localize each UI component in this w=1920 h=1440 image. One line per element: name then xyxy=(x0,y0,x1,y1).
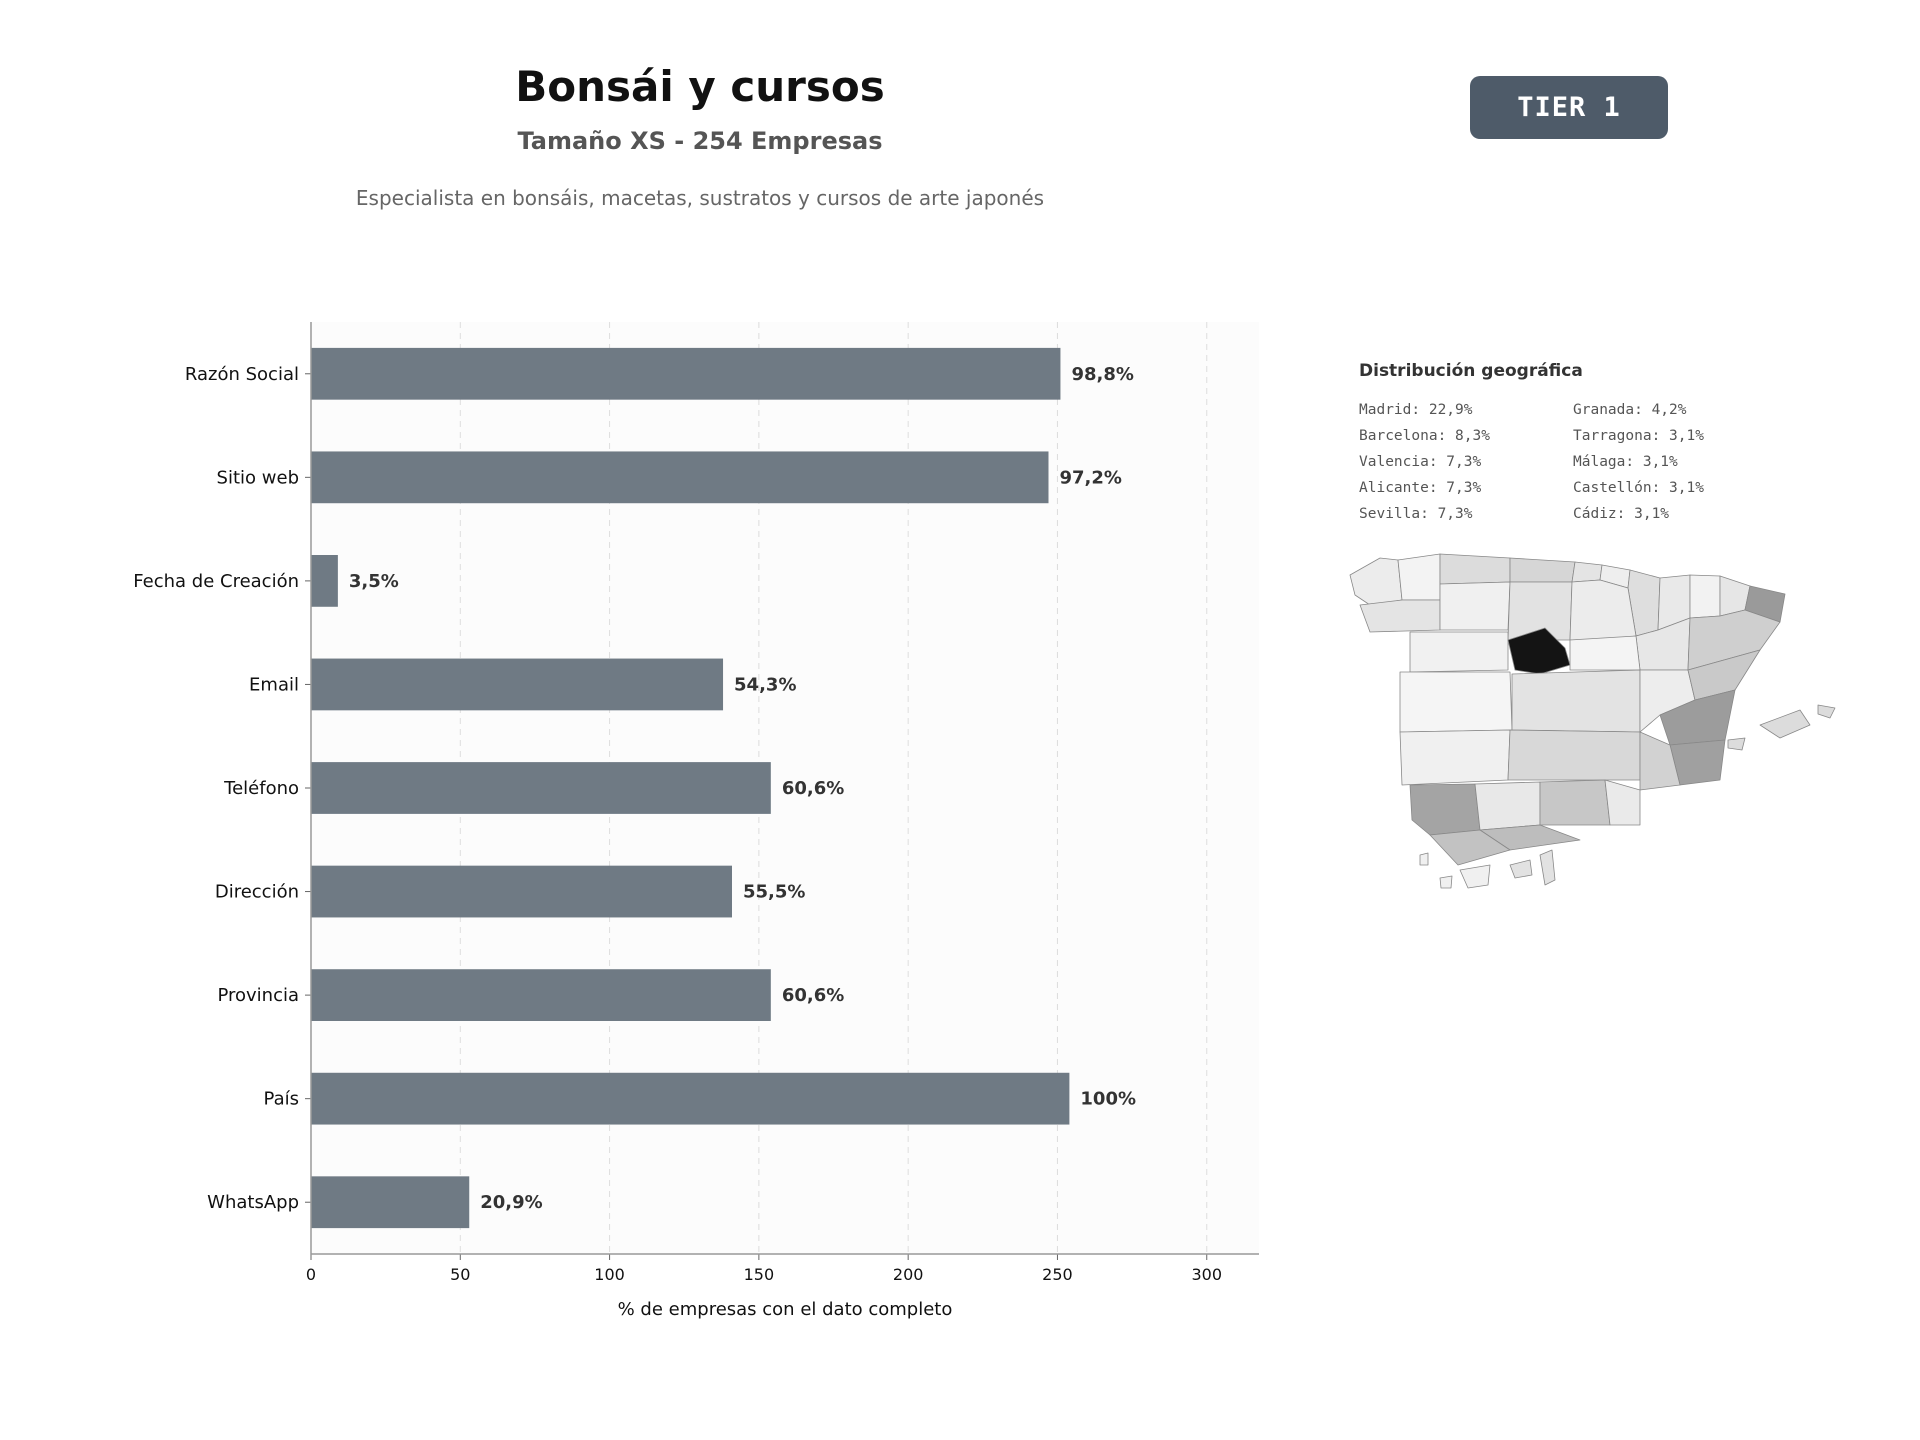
bar-labels: 98,8% 97,2% 3,5% 54,3% 60,6% 55,5% 60,6% 100% 20… xyxy=(349,364,1136,1213)
bar xyxy=(311,762,771,814)
map-region-canarias xyxy=(1509,859,1533,879)
bar xyxy=(311,347,1061,400)
x-tick-label: 250 xyxy=(1042,1265,1073,1284)
map-region-baleares xyxy=(1727,737,1746,751)
category-label: WhatsApp xyxy=(207,1192,299,1213)
geo-item: Málaga: 3,1% xyxy=(1573,454,1678,470)
x-tick-label: 150 xyxy=(744,1265,775,1284)
bar-value-label: 60,6% xyxy=(782,778,844,799)
bars xyxy=(311,347,1070,1229)
map-region xyxy=(1439,553,1511,585)
completeness-bar-chart: 98,8% 97,2% 3,5% 54,3% 60,6% 55,5% 60,6% 100% 20… xyxy=(133,322,1259,1320)
map-region xyxy=(1399,671,1513,733)
category-label: País xyxy=(264,1089,299,1110)
map-region-canarias xyxy=(1439,875,1453,889)
map-region-granada xyxy=(1539,779,1611,826)
geo-column-left: Madrid: 22,9% Barcelona: 8,3% Valencia: … xyxy=(1359,397,1490,527)
map-region-sevilla xyxy=(1409,783,1481,836)
map-region xyxy=(1409,631,1509,673)
bar-value-label: 98,8% xyxy=(1071,364,1133,385)
map-region xyxy=(1571,561,1603,583)
geo-item: Barcelona: 8,3% xyxy=(1359,428,1490,444)
category-labels: Razón Social Sitio web Fecha de Creación Em… xyxy=(133,364,311,1213)
category-label: Razón Social xyxy=(185,364,299,385)
category-label: Sitio web xyxy=(217,467,299,488)
category-label: Dirección xyxy=(215,882,299,903)
geo-item: Valencia: 7,3% xyxy=(1359,454,1482,470)
geo-item: Tarragona: 3,1% xyxy=(1573,428,1704,444)
spain-choropleth-map xyxy=(1349,553,1836,889)
map-region xyxy=(1474,781,1541,831)
geo-item: Castellón: 3,1% xyxy=(1573,480,1704,496)
geo-title: Distribución geográfica xyxy=(1359,361,1583,381)
geo-item: Cádiz: 3,1% xyxy=(1573,506,1670,522)
category-label: Provincia xyxy=(217,985,299,1006)
page-description: Especialista en bonsáis, macetas, sustra… xyxy=(355,186,1045,210)
map-region-cadiz xyxy=(1429,829,1511,866)
bar xyxy=(311,969,771,1021)
map-region-valencia xyxy=(1659,689,1736,746)
map-region-canarias xyxy=(1419,852,1429,866)
map-region xyxy=(1439,581,1511,631)
bar-value-label: 54,3% xyxy=(734,674,796,695)
map-region xyxy=(1399,729,1511,786)
bar xyxy=(311,451,1049,504)
x-tick-label: 0 xyxy=(306,1265,316,1284)
bar-value-label: 100% xyxy=(1080,1089,1136,1110)
map-region xyxy=(1509,557,1576,583)
tier-badge: TIER 1 xyxy=(1470,76,1668,139)
map-region-canarias xyxy=(1539,849,1556,886)
map-region xyxy=(1507,729,1641,781)
bar xyxy=(311,1072,1070,1125)
page-subtitle: Tamaño XS - 254 Empresas xyxy=(517,127,883,155)
map-region xyxy=(1639,731,1681,791)
bar xyxy=(311,658,724,711)
category-label: Fecha de Creación xyxy=(133,571,299,592)
x-tick-label: 300 xyxy=(1191,1265,1222,1284)
bar-value-label: 3,5% xyxy=(349,571,399,592)
bar-value-label: 60,6% xyxy=(782,985,844,1006)
geo-item: Alicante: 7,3% xyxy=(1359,480,1482,496)
map-region-baleares xyxy=(1817,704,1836,719)
map-region-canarias xyxy=(1459,864,1491,889)
geo-item: Granada: 4,2% xyxy=(1573,402,1687,418)
geo-item: Madrid: 22,9% xyxy=(1359,402,1473,418)
map-region xyxy=(1359,599,1441,633)
category-label: Email xyxy=(249,674,299,695)
x-axis-label: % de empresas con el dato completo xyxy=(618,1299,953,1320)
bar-value-label: 55,5% xyxy=(743,882,805,903)
bar xyxy=(311,1176,470,1229)
bar-value-label: 97,2% xyxy=(1059,467,1121,488)
bar-value-label: 20,9% xyxy=(480,1192,542,1213)
map-region-baleares xyxy=(1759,709,1811,739)
geo-item: Sevilla: 7,3% xyxy=(1359,506,1473,522)
bar xyxy=(311,555,338,607)
bar xyxy=(311,865,733,918)
page-title: Bonsái y cursos xyxy=(515,62,885,111)
map-region xyxy=(1569,635,1641,671)
map-region xyxy=(1397,553,1441,601)
x-tick-label: 100 xyxy=(594,1265,625,1284)
x-ticks: 0 50 100 150 200 250 300 xyxy=(306,1254,1222,1284)
geo-column-right: Granada: 4,2% Tarragona: 3,1% Málaga: 3,… xyxy=(1573,397,1704,527)
category-label: Teléfono xyxy=(223,778,299,799)
x-tick-label: 200 xyxy=(893,1265,924,1284)
map-region xyxy=(1349,557,1403,606)
map-region xyxy=(1689,574,1721,619)
map-region xyxy=(1511,669,1641,733)
x-tick-label: 50 xyxy=(450,1265,470,1284)
map-region xyxy=(1569,579,1637,641)
map-region xyxy=(1604,779,1641,826)
